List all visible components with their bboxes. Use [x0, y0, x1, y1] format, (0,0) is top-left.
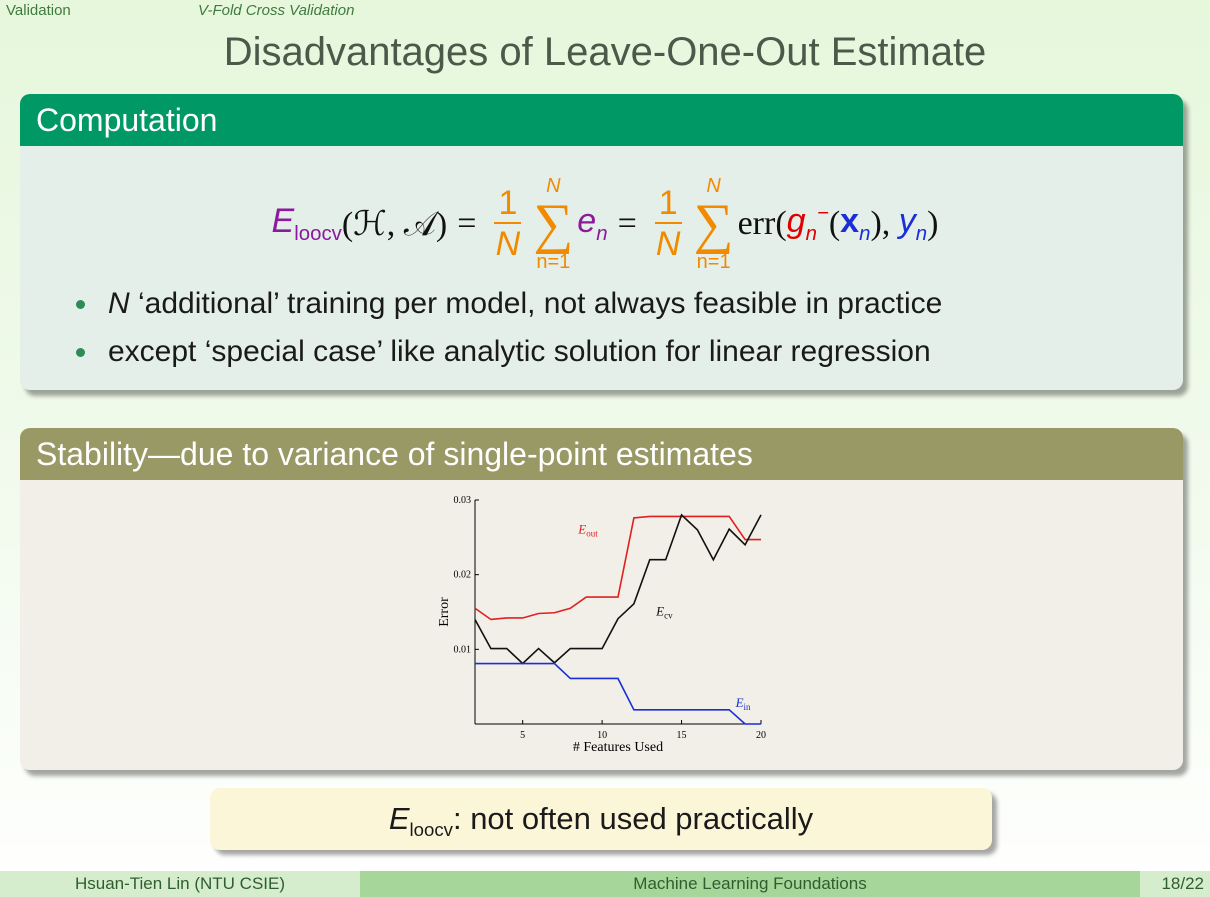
y-tick-label: 0.01 [454, 644, 472, 655]
nav-subsection[interactable]: V-Fold Cross Validation [198, 2, 355, 19]
callout-text: : not often used practically [452, 801, 814, 836]
x-tick-label: 15 [677, 730, 687, 741]
series-line-E_in [475, 662, 761, 725]
formula-paren-close: ), [870, 205, 891, 242]
stability-block: Stability—due to variance of single-poin… [20, 428, 1183, 770]
y-tick-label: 0.02 [454, 570, 472, 581]
formula-g-minus: gn− [786, 202, 829, 245]
callout-sub: loocv [409, 819, 453, 841]
footer-course: Machine Learning Foundations [360, 871, 1140, 897]
series-label-E_in: Ein [735, 695, 751, 712]
y-tick-label: 0.03 [454, 495, 472, 506]
formula-lhs-args: (ℋ, 𝒜) [341, 206, 448, 243]
formula-equals-2: = [617, 205, 637, 242]
formula-sum-1: N ∑ n=1 [533, 175, 574, 273]
error-vs-features-chart: 5 10 15 20 0.01 0.02 0.03 # Features Used Error E… [437, 495, 766, 755]
formula-sum-2: N ∑ n=1 [693, 175, 734, 273]
formula-paren: ( [828, 205, 841, 242]
x-tick-label: 20 [756, 730, 766, 741]
y-axis-label: Error [437, 597, 452, 627]
formula-err: err( [737, 205, 787, 242]
formula-x-n: xn [840, 202, 871, 245]
footer-author: Hsuan-Tien Lin (NTU CSIE) [0, 871, 360, 897]
footer-page: 18/22 [1140, 871, 1210, 897]
page-title: Disadvantages of Leave-One-Out Estimate [223, 30, 987, 74]
x-axis-label: # Features Used [573, 740, 663, 755]
nav-section[interactable]: Validation [6, 2, 71, 19]
callout-e: E [388, 801, 410, 836]
computation-heading: Computation [20, 94, 1183, 146]
formula-equals-1: = [457, 205, 477, 242]
footer: Hsuan-Tien Lin (NTU CSIE) Machine Learni… [0, 871, 1210, 897]
series-line-E_out [474, 515, 761, 621]
formula-final-paren: ) [927, 205, 939, 242]
bullet-item: N ‘additional’ training per model, not a… [64, 280, 942, 328]
formula-e-n: en [577, 202, 608, 245]
series-label-E_cv: Ecv [655, 604, 673, 621]
series-label-E_out: Eout [577, 522, 598, 539]
x-tick-label: 5 [520, 730, 525, 741]
formula-lhs: Eloocv [271, 202, 342, 245]
formula-y-n: yn [898, 202, 928, 245]
bullet-item: except ‘special case’ like analytic solu… [64, 328, 942, 376]
stability-heading: Stability—due to variance of single-poin… [20, 428, 1183, 480]
x-tick-label: 10 [597, 730, 607, 741]
conclusion-callout: Eloocv: not often used practically [210, 788, 992, 850]
computation-bullets: N ‘additional’ training per model, not a… [64, 280, 942, 376]
series-line-E_cv [474, 513, 762, 665]
computation-block: Computation [20, 94, 1183, 390]
breadcrumb: Validation V-Fold Cross Validation [6, 2, 354, 19]
